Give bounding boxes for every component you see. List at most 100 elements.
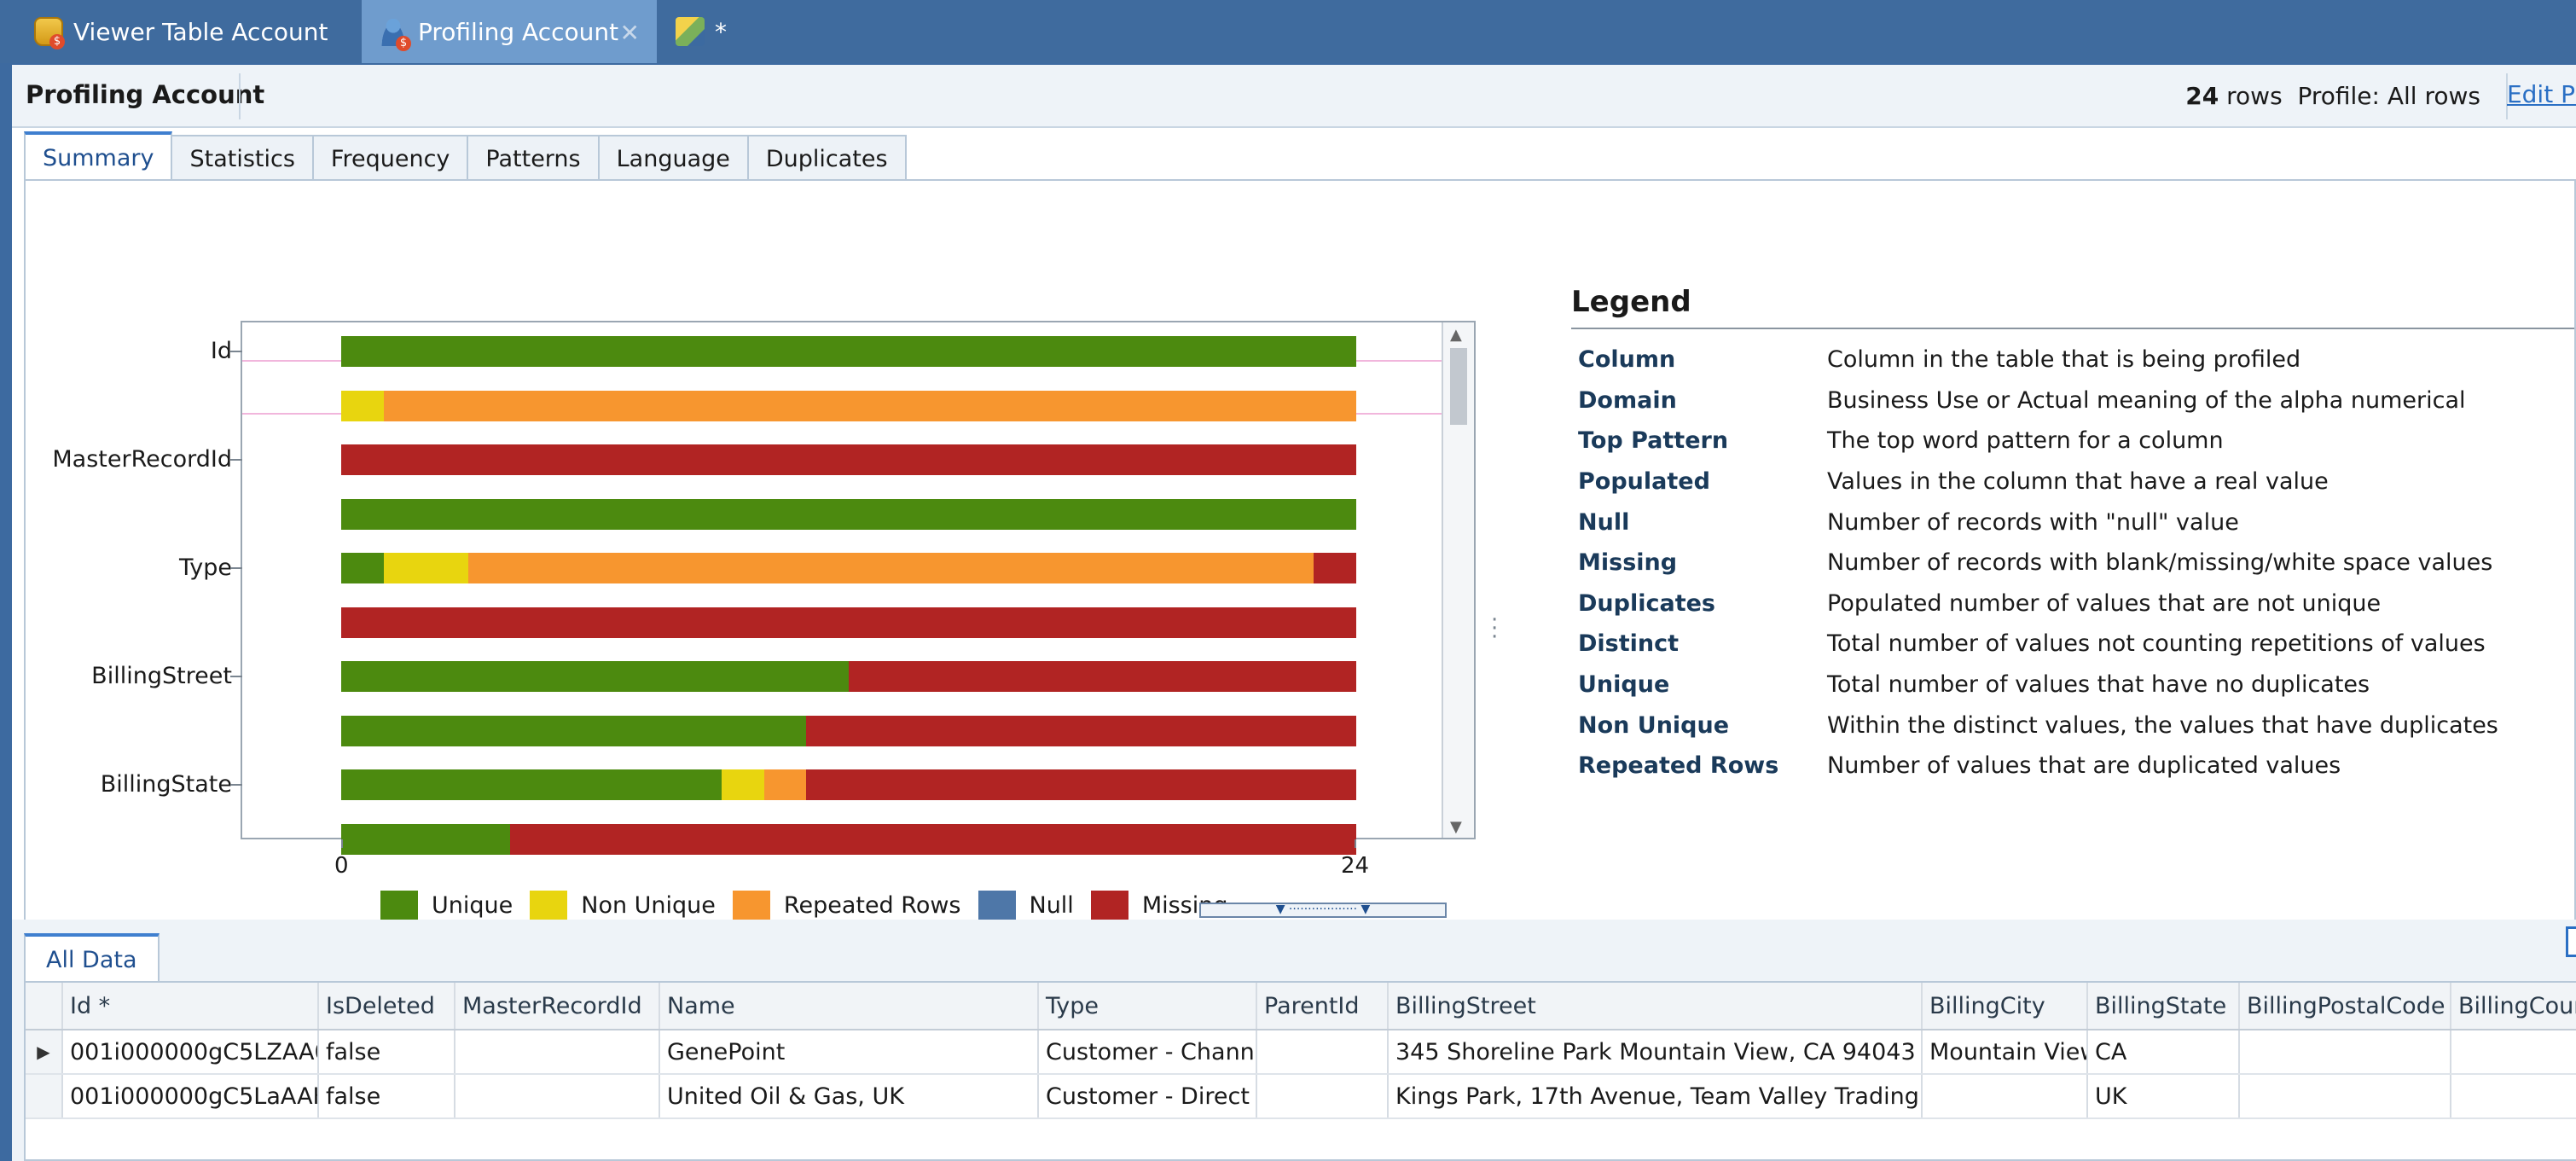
row-indicator[interactable] xyxy=(26,1075,63,1117)
x-tick-label: 0 xyxy=(334,853,349,879)
table-cell[interactable] xyxy=(2451,1075,2576,1117)
table-cell[interactable]: Customer - Direct xyxy=(1039,1075,1257,1117)
column-header[interactable]: BillingState xyxy=(2088,983,2240,1029)
scroll-thumb[interactable] xyxy=(1450,348,1467,425)
column-header[interactable]: Name xyxy=(660,983,1039,1029)
column-header[interactable]: IsDeleted xyxy=(319,983,455,1029)
tab-all-data[interactable]: All Data xyxy=(24,933,160,983)
table-cell[interactable] xyxy=(1923,1075,2088,1117)
legend-swatch xyxy=(1090,891,1128,920)
y-tick-label: MasterRecordId xyxy=(52,446,232,473)
bar-segment-unique xyxy=(341,553,384,583)
table-cell[interactable]: CA xyxy=(2088,1030,2240,1073)
table-row[interactable]: 001i000000gC5LaAAK false United Oil & Gas,… xyxy=(26,1075,2576,1119)
legend-title: Legend xyxy=(1571,285,2574,329)
close-icon[interactable]: ✕ xyxy=(619,19,640,47)
tab-summary[interactable]: Summary xyxy=(24,131,173,181)
table-cell[interactable] xyxy=(455,1030,660,1073)
rows-count: 24 xyxy=(2185,82,2219,110)
legend-description: Number of records with "null" value xyxy=(1827,508,2239,536)
tab-duplicates[interactable]: Duplicates xyxy=(746,135,907,181)
table-cell[interactable]: false xyxy=(319,1075,455,1117)
grid-options-button[interactable] xyxy=(2566,926,2576,957)
scroll-down-icon[interactable]: ▼ xyxy=(1450,818,1462,836)
chart-bar-row xyxy=(341,444,1356,475)
table-cell[interactable]: Kings Park, 17th Avenue, Team Valley Tra… xyxy=(1389,1075,1923,1117)
y-tick-label: BillingStreet xyxy=(91,663,232,689)
legend-label: Repeated Rows xyxy=(783,891,961,919)
legend-key: Duplicates xyxy=(1578,589,1715,617)
bar-segment-missing xyxy=(510,823,1356,855)
table-cell[interactable] xyxy=(1257,1075,1389,1117)
legend-key: Unique xyxy=(1578,671,1670,699)
table-cell[interactable]: United Oil & Gas, UK xyxy=(660,1075,1039,1117)
bar-segment-unique xyxy=(341,823,511,855)
tab-language[interactable]: Language xyxy=(597,135,749,181)
column-header[interactable]: MasterRecordId xyxy=(455,983,660,1029)
tab-viewer-table-account[interactable]: Viewer Table Account xyxy=(19,0,360,63)
chart-bar-row xyxy=(341,390,1356,421)
panel-header: Profiling Account 24 rows Profile: All r… xyxy=(12,65,2576,128)
legend-description: Total number of values not counting repe… xyxy=(1827,630,2486,658)
column-header[interactable]: BillingStreet xyxy=(1389,983,1923,1029)
bar-segment-unique xyxy=(341,715,807,746)
column-header[interactable]: Id * xyxy=(63,983,319,1029)
legend-item: Non Unique xyxy=(530,891,716,920)
legend-description: Values in the column that have a real va… xyxy=(1827,468,2329,496)
table-cell[interactable] xyxy=(2240,1030,2451,1073)
table-row[interactable]: ▶ 001i000000gC5LZAA0 false GenePoint Custome… xyxy=(26,1030,2576,1075)
legend-item: Null xyxy=(978,891,1074,920)
bar-segment-unique xyxy=(341,498,1356,530)
grid-header-row: Id * IsDeleted MasterRecordId Name Type Paren… xyxy=(26,983,2576,1030)
wand-icon xyxy=(676,17,705,46)
y-tick xyxy=(230,459,242,461)
chart-scrollbar[interactable]: ▲ ▼ xyxy=(1442,322,1474,838)
row-indicator[interactable]: ▶ xyxy=(26,1030,63,1073)
table-cell[interactable] xyxy=(455,1075,660,1117)
column-header[interactable]: BillingPostalCode xyxy=(2240,983,2451,1029)
tab-statistics[interactable]: Statistics xyxy=(171,135,314,181)
table-cell[interactable]: 345 Shoreline Park Mountain View, CA 940… xyxy=(1389,1030,1923,1073)
scroll-up-icon[interactable]: ▲ xyxy=(1450,326,1462,344)
table-cell[interactable]: GenePoint xyxy=(660,1030,1039,1073)
vertical-splitter-grip[interactable]: · · · xyxy=(1491,607,1499,650)
tab-frequency[interactable]: Frequency xyxy=(311,135,469,181)
tab-label: Viewer Table Account xyxy=(73,17,328,46)
bar-segment-non-unique xyxy=(341,390,384,421)
bar-segment-unique xyxy=(341,661,849,692)
y-tick xyxy=(230,784,242,786)
tab-patterns[interactable]: Patterns xyxy=(467,135,600,181)
table-cell[interactable] xyxy=(2451,1030,2576,1073)
row-indicator[interactable] xyxy=(26,983,63,1029)
legend-description: Business Use or Actual meaning of the al… xyxy=(1827,386,2466,414)
column-header[interactable]: Type xyxy=(1039,983,1257,1029)
table-cell[interactable]: UK xyxy=(2088,1075,2240,1117)
profile-label: Profile: All rows xyxy=(2297,82,2480,110)
legend-item: Unique xyxy=(380,891,513,920)
row-count-info: 24 rows Profile: All rows xyxy=(2185,82,2480,110)
column-header[interactable]: BillingCountr xyxy=(2451,983,2576,1029)
bar-segment-missing xyxy=(806,769,1356,800)
legend-key: Missing xyxy=(1578,549,1678,577)
y-tick-label: Type xyxy=(178,554,232,581)
table-cell[interactable]: Customer - Channel xyxy=(1039,1030,1257,1073)
bar-segment-unique xyxy=(341,769,722,800)
table-cell[interactable]: 001i000000gC5LaAAK xyxy=(63,1075,319,1117)
column-header[interactable]: BillingCity xyxy=(1923,983,2088,1029)
tab-unsaved-wizard[interactable]: * xyxy=(665,0,742,63)
table-row[interactable] xyxy=(26,1119,2576,1159)
legend-description: Column in the table that is being profil… xyxy=(1827,346,2301,374)
horizontal-splitter-grip[interactable]: ▼ ·················· ▼ xyxy=(1199,903,1447,918)
table-cell[interactable]: 001i000000gC5LZAA0 xyxy=(63,1030,319,1073)
table-cell[interactable]: false xyxy=(319,1030,455,1073)
bar-segment-missing xyxy=(341,607,1356,638)
table-cell[interactable]: Mountain View xyxy=(1923,1030,2088,1073)
table-cell[interactable] xyxy=(1257,1030,1389,1073)
chart-bar-row xyxy=(341,553,1356,583)
legend-swatch xyxy=(732,891,770,920)
tab-profiling-account[interactable]: Profiling Account ✕ xyxy=(362,0,657,63)
bar-segment-non-unique xyxy=(722,769,764,800)
table-cell[interactable] xyxy=(2240,1075,2451,1117)
column-header[interactable]: ParentId xyxy=(1257,983,1389,1029)
edit-profile-link[interactable]: Edit Pr xyxy=(2506,80,2576,108)
